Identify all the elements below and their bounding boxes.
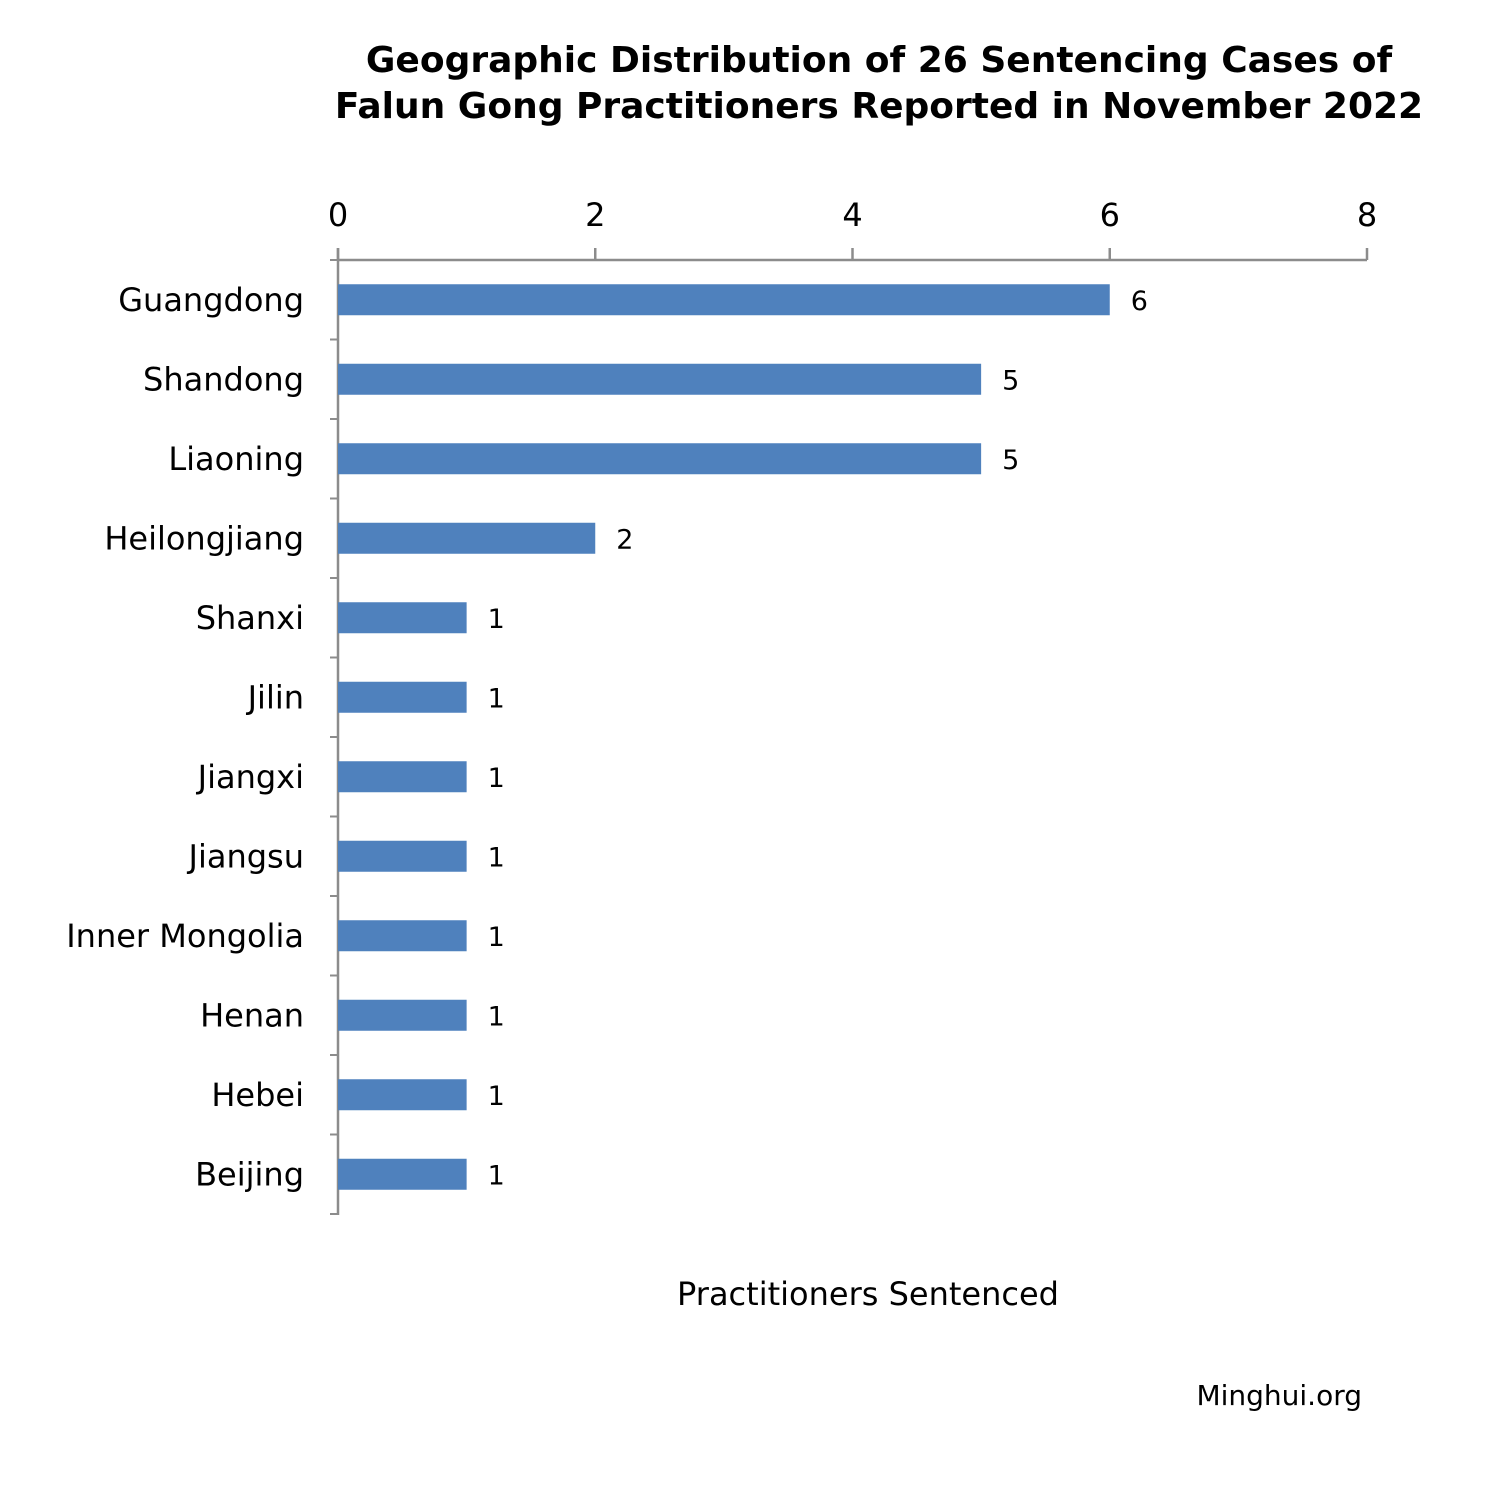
data-label: 5: [1002, 365, 1019, 396]
source-credit: Minghui.org: [1196, 1379, 1362, 1412]
x-tick-label: 8: [1357, 196, 1377, 234]
category-label: Shandong: [143, 360, 304, 398]
category-label: Jiangsu: [187, 837, 304, 875]
bar: [338, 1158, 467, 1190]
bar: [338, 999, 467, 1031]
category-label: Heilongjiang: [104, 519, 304, 557]
category-label: Beijing: [195, 1155, 304, 1193]
x-tick-label: 4: [842, 196, 862, 234]
data-label: 1: [488, 604, 505, 635]
x-tick-label: 6: [1100, 196, 1120, 234]
category-label: Inner Mongolia: [66, 917, 304, 955]
data-label: 1: [488, 1001, 505, 1032]
axes: 0 2 4 6 8: [328, 196, 1377, 1215]
x-axis-title: Practitioners Sentenced: [677, 1275, 1059, 1313]
chart-title: Geographic Distribution of 26 Sentencing…: [0, 38, 1498, 130]
data-label: 2: [616, 524, 633, 555]
bar: [338, 920, 467, 952]
data-label: 5: [1002, 445, 1019, 476]
category-label: Hebei: [211, 1076, 304, 1114]
data-label: 1: [488, 842, 505, 873]
x-tick-label: 2: [585, 196, 605, 234]
category-label: Jiangxi: [196, 758, 304, 796]
bar: [338, 363, 982, 395]
bar: [338, 840, 467, 872]
bar: [338, 761, 467, 793]
bar: [338, 284, 1110, 316]
category-label: Henan: [200, 996, 304, 1034]
category-label: Shanxi: [196, 599, 304, 637]
bars: Guangdong 6 Shandong 5 Liaoning 5 Heilongjiang…: [66, 281, 1148, 1194]
chart-title-line-1: Geographic Distribution of 26 Sentencing…: [365, 40, 1393, 81]
bar: [338, 681, 467, 713]
bar: [338, 602, 467, 634]
bar: [338, 522, 596, 554]
category-label: Liaoning: [168, 440, 304, 478]
category-label: Jilin: [246, 678, 304, 716]
bar: [338, 1079, 467, 1111]
bar: [338, 443, 982, 475]
data-label: 1: [488, 1160, 505, 1191]
data-label: 1: [488, 1081, 505, 1112]
x-tick-label: 0: [328, 196, 348, 234]
chart-title-line-2: Falun Gong Practitioners Reported in Nov…: [334, 86, 1424, 127]
data-label: 6: [1131, 286, 1148, 317]
data-label: 1: [488, 763, 505, 794]
data-label: 1: [488, 683, 505, 714]
data-label: 1: [488, 922, 505, 953]
category-label: Guangdong: [118, 281, 304, 319]
